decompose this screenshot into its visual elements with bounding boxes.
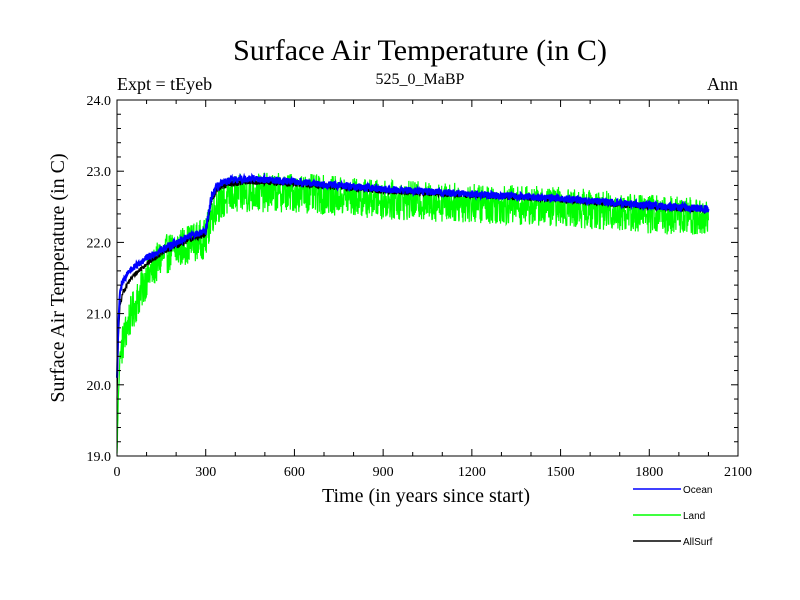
x-tick-label: 0 (114, 465, 121, 480)
y-tick-label: 20.0 (87, 379, 112, 394)
y-axis-label: Surface Air Temperature (in C) (47, 153, 69, 402)
y-tick-label: 19.0 (87, 450, 112, 465)
series-line-ocean (116, 172, 710, 378)
y-tick-label: 21.0 (87, 308, 112, 323)
y-tick-label: 23.0 (87, 165, 112, 180)
plot-frame (116, 99, 739, 457)
x-tick-label: 900 (373, 465, 394, 480)
y-tick-label: 22.0 (87, 236, 112, 251)
experiment-label: Expt = tEyeb (117, 74, 212, 94)
x-tick-label: 1500 (547, 465, 575, 480)
period-label: 525_0_MaBP (376, 71, 465, 88)
legend: Ocean Land AllSurf (633, 485, 713, 548)
y-tick-label: 24.0 (87, 94, 112, 109)
x-tick-label: 1200 (458, 465, 486, 480)
x-tick-label: 300 (195, 465, 216, 480)
x-tick-label: 2100 (724, 465, 752, 480)
axes-layer: 0 300 600 900 1200 1500 1800 2100 19.0 20.0 21.0 22… (87, 94, 753, 480)
season-label: Ann (707, 74, 738, 94)
chart-title: Surface Air Temperature (in C) (233, 34, 607, 67)
legend-label-land: Land (683, 511, 705, 522)
legend-label-allsurf: AllSurf (683, 537, 713, 548)
legend-label-ocean: Ocean (683, 485, 712, 496)
x-axis-label: Time (in years since start) (322, 485, 530, 507)
x-tick-label: 1800 (635, 465, 663, 480)
series-layer (116, 172, 710, 454)
x-tick-label: 600 (284, 465, 305, 480)
